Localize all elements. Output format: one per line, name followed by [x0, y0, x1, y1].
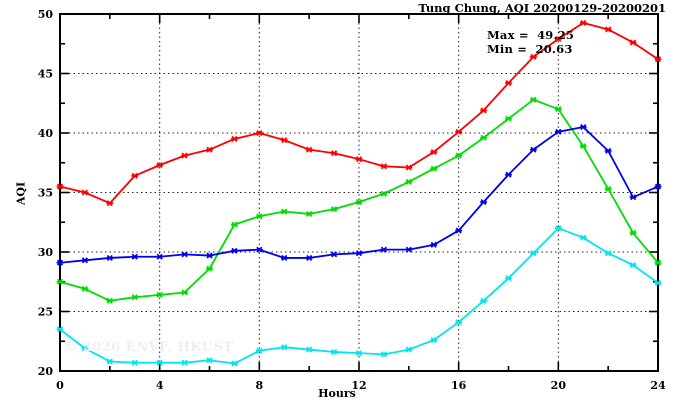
- plot-frame: [59, 13, 659, 372]
- svg-text:35: 35: [38, 187, 53, 200]
- svg-text:12: 12: [351, 379, 366, 392]
- axis-ticks: [59, 13, 659, 372]
- series-blue: [56, 124, 662, 266]
- y-axis-label: AQI: [14, 181, 28, 206]
- svg-text:50: 50: [38, 8, 54, 21]
- svg-text:8: 8: [256, 379, 264, 392]
- min-annotation: Min = 20.63: [487, 42, 573, 56]
- max-annotation: Max = 49.25: [487, 28, 575, 42]
- x-axis-label: Hours: [318, 387, 356, 400]
- series-red: [56, 19, 662, 207]
- svg-text:0: 0: [56, 379, 64, 392]
- page-title: Tung Chung, AQI 20200129-20200201: [418, 1, 666, 15]
- svg-text:20: 20: [551, 379, 567, 392]
- svg-text:24: 24: [650, 379, 666, 392]
- series-cyan: [56, 225, 662, 367]
- grid-lines: [60, 14, 658, 371]
- svg-text:25: 25: [38, 306, 53, 319]
- data-series-layer: [56, 19, 662, 367]
- svg-text:4: 4: [156, 379, 164, 392]
- series-green: [56, 96, 662, 304]
- watermark: © 2026 ENVF, HKUST: [64, 340, 234, 355]
- svg-text:20: 20: [38, 365, 54, 378]
- svg-text:30: 30: [38, 246, 54, 259]
- svg-text:45: 45: [38, 68, 53, 81]
- svg-text:16: 16: [451, 379, 467, 392]
- svg-text:40: 40: [38, 127, 54, 140]
- tick-labels: 0 4 8 12 16 20 24 20 25 30 35 40 45 50: [38, 8, 666, 392]
